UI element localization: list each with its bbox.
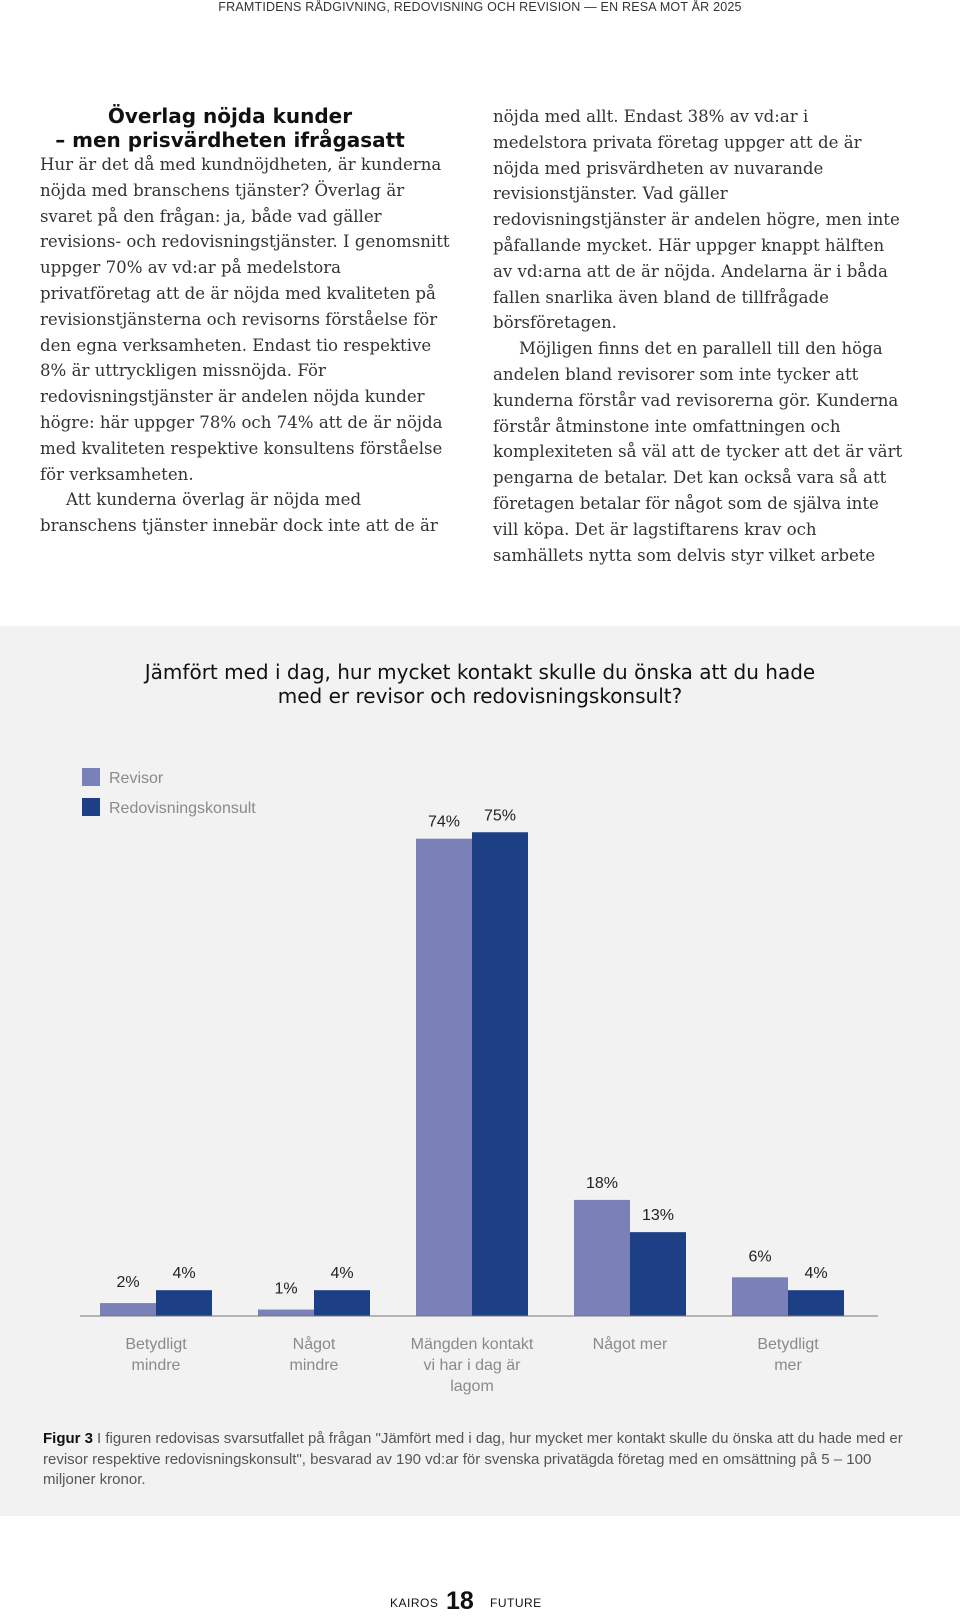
- value-label-4-series-1: 18%: [586, 1175, 618, 1192]
- bar-4-series-1: [574, 1199, 630, 1316]
- bar-chart: Revisor Redovisningskonsult 2% 4% 1% 4% 74% 75…: [80, 768, 878, 1395]
- value-label-3-series-2: 75%: [484, 807, 516, 824]
- bar-3-series-1: [416, 838, 472, 1316]
- bar-1-series-1: [100, 1303, 156, 1316]
- running-head: FRAMTIDENS RÅDGIVNING, REDOVISNING OCH R…: [218, 0, 742, 14]
- value-label-2-series-1: 1%: [274, 1281, 297, 1298]
- legend-swatch-2: [82, 798, 100, 816]
- chart-title-line-1: Jämfört med i dag, hur mycket kontakt sk…: [144, 660, 816, 684]
- bar-1-series-2: [156, 1290, 212, 1316]
- bar-2-series-1: [258, 1309, 314, 1316]
- headline-line-1: Överlag nöjda kunder: [107, 104, 353, 128]
- chart-value-labels: 2% 4% 1% 4% 74% 75% 18% 13% 6% 4%: [116, 807, 827, 1297]
- bar-2-series-2: [314, 1290, 370, 1316]
- figure-caption-label: Figur 3: [43, 1430, 94, 1447]
- value-label-2-series-2: 4%: [330, 1265, 353, 1282]
- body-paragraph: Möjligen finns det en parallell till den…: [493, 339, 903, 565]
- body-paragraph: Att kunderna överlag är nöjda med bransc…: [40, 490, 438, 536]
- category-label-1: Betydligt mindre: [125, 1336, 187, 1374]
- category-label-2: Något mindre: [290, 1335, 339, 1374]
- legend-label-2: Redovisningskonsult: [109, 800, 256, 817]
- value-label-4-series-2: 13%: [642, 1207, 674, 1224]
- chart-category-labels: Betydligt mindre Något mindre Mängden kontak…: [125, 1335, 819, 1395]
- category-label-5: Betydligt mer: [757, 1336, 819, 1374]
- article-column-right: nöjda med allt. Endast 38% av vd:ar i me…: [493, 104, 905, 568]
- chart-title: Jämfört med i dag, hur mycket kontakt sk…: [0, 660, 960, 708]
- value-label-5-series-1: 6%: [748, 1248, 771, 1265]
- body-paragraph: Hur är det då med kundnöjdheten, är kund…: [40, 155, 450, 484]
- value-label-5-series-2: 4%: [804, 1265, 827, 1282]
- article-headline: Överlag nöjda kunder – men prisvärdheten…: [40, 104, 420, 152]
- footer-brand-left: KAIROS: [390, 1596, 439, 1610]
- bar-5-series-2: [788, 1290, 844, 1316]
- value-label-1-series-2: 4%: [172, 1265, 195, 1282]
- value-label-1-series-1: 2%: [116, 1274, 139, 1291]
- footer-brand-right: FUTURE: [490, 1596, 542, 1610]
- page-number: 18: [446, 1587, 474, 1615]
- headline-line-2: – men prisvärdheten ifrågasatt: [55, 128, 405, 152]
- article-column-left: Överlag nöjda kunder – men prisvärdheten…: [40, 104, 452, 539]
- chart-legend: Revisor Redovisningskonsult: [82, 768, 256, 817]
- category-label-3: Mängden kontakt vi har i dag är lagom: [411, 1336, 534, 1395]
- bar-3-series-2: [472, 832, 528, 1316]
- bar-5-series-1: [732, 1277, 788, 1316]
- chart-bars: [100, 832, 844, 1316]
- value-label-3-series-1: 74%: [428, 814, 460, 831]
- page-footer: KAIROS 18 FUTURE: [0, 1587, 960, 1615]
- category-label-4: Något mer: [593, 1335, 668, 1353]
- legend-swatch-1: [82, 768, 100, 786]
- chart-title-line-2: med er revisor och redovisningskonsult?: [277, 684, 683, 708]
- figure-caption-text: I figuren redovisas svarsutfallet på frå…: [43, 1430, 903, 1488]
- body-paragraph: nöjda med allt. Endast 38% av vd:ar i me…: [493, 107, 900, 333]
- legend-label-1: Revisor: [109, 770, 164, 787]
- bar-4-series-2: [630, 1232, 686, 1316]
